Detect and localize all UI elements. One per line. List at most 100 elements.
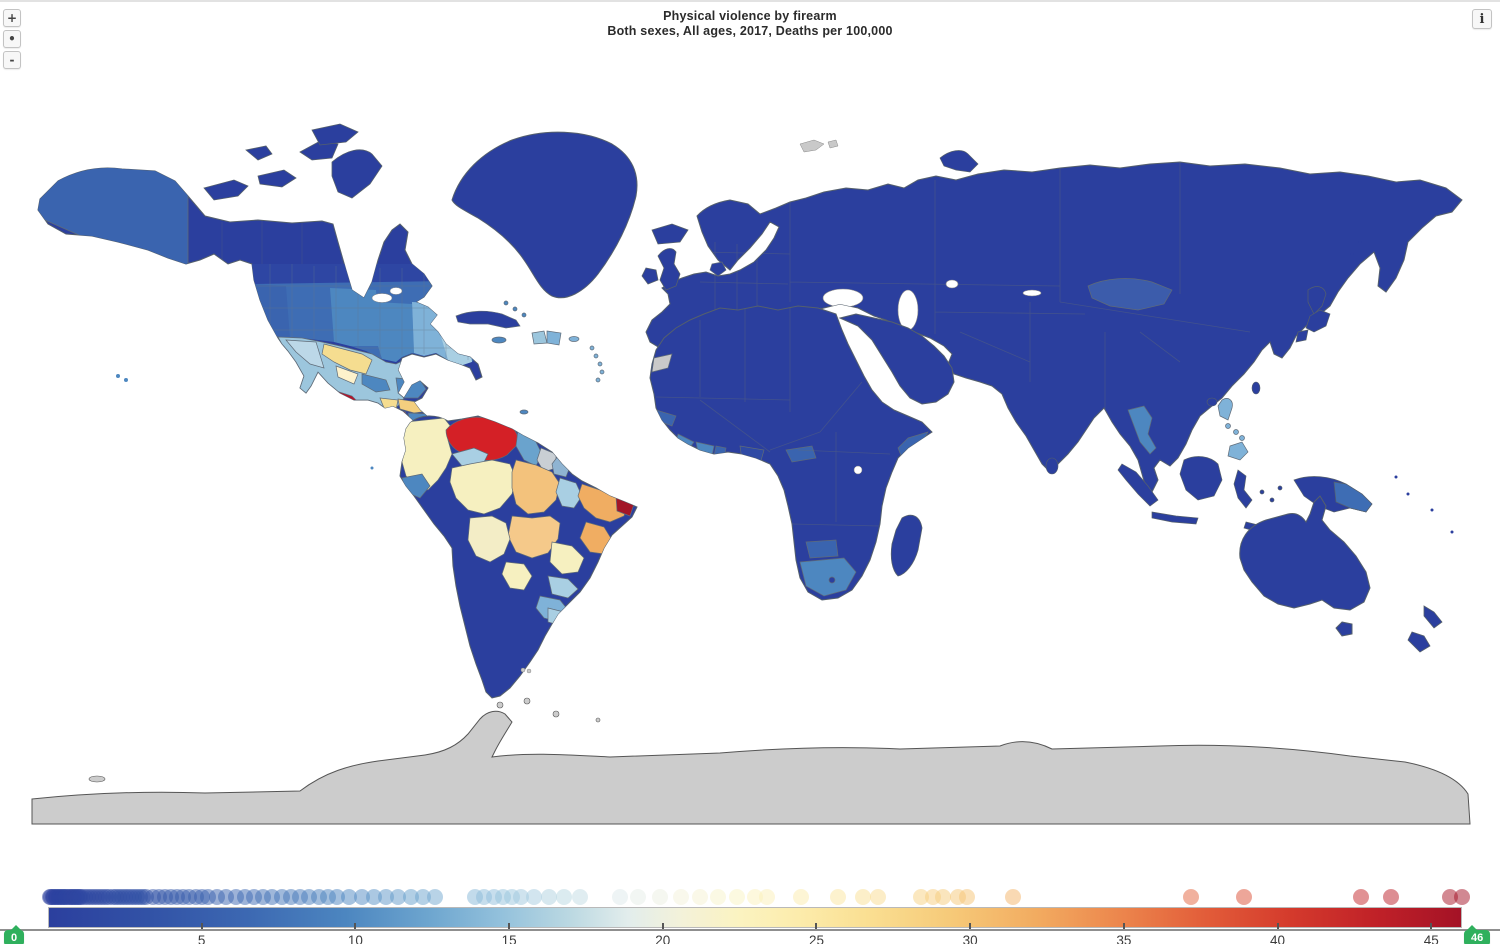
axis-tick-label: 30	[962, 933, 978, 944]
distribution-dot[interactable]	[1454, 889, 1470, 905]
distribution-dot[interactable]	[513, 889, 530, 905]
region-denmark[interactable]	[709, 261, 727, 277]
axis-tick-mark	[1430, 923, 1433, 929]
region-arabia[interactable]	[838, 313, 955, 405]
distribution-dot[interactable]	[630, 889, 647, 905]
distribution-dot[interactable]	[854, 889, 871, 905]
axis-tick-mark	[969, 923, 972, 929]
region-mongolia[interactable]	[1087, 278, 1173, 311]
region-japan[interactable]	[1295, 286, 1331, 343]
region-hainan[interactable]	[1206, 397, 1218, 407]
distribution-dot[interactable]	[829, 889, 846, 905]
region-antarctica[interactable]	[31, 697, 1471, 825]
region-new-guinea[interactable]	[1293, 476, 1373, 513]
axis-tick-label: 25	[808, 933, 824, 944]
distribution-dot[interactable]	[427, 889, 444, 905]
region-indonesia[interactable]	[1117, 456, 1283, 533]
distribution-dot[interactable]	[341, 889, 358, 905]
distribution-dot[interactable]	[1235, 889, 1252, 905]
distribution-dot[interactable]	[912, 889, 929, 905]
zoom-in-button[interactable]: +	[3, 9, 21, 27]
region-north-america[interactable]	[30, 123, 516, 444]
info-button[interactable]: i	[1472, 9, 1492, 29]
zoom-out-button[interactable]: -	[3, 51, 21, 69]
region-taiwan[interactable]	[1251, 381, 1261, 395]
distribution-dot[interactable]	[1183, 889, 1200, 905]
region-mexico[interactable]	[277, 336, 405, 409]
legend-max-badge[interactable]: 46	[1464, 925, 1491, 944]
legend-max-pointer	[1467, 925, 1477, 930]
distribution-dot[interactable]	[571, 889, 588, 905]
region-iceland[interactable]	[651, 223, 689, 245]
distribution-dot[interactable]	[959, 889, 976, 905]
distribution-dot[interactable]	[728, 889, 745, 905]
distribution-dot[interactable]	[869, 889, 886, 905]
axis-tick-mark	[661, 923, 664, 929]
region-thailand[interactable]	[1127, 405, 1157, 455]
distribution-dot[interactable]	[541, 889, 558, 905]
region-pacific-islands[interactable]	[1350, 240, 1454, 534]
distribution-dot[interactable]	[1352, 889, 1369, 905]
axis-tick-label: 20	[655, 933, 671, 944]
distribution-dot[interactable]	[402, 889, 419, 905]
axis-tick-label: 5	[197, 933, 206, 944]
region-sri-lanka[interactable]	[1045, 457, 1059, 475]
distribution-dot[interactable]	[747, 889, 763, 905]
axis-tick-label: 35	[1116, 933, 1132, 944]
region-madagascar[interactable]	[890, 514, 923, 577]
axis-tick-mark	[1122, 923, 1125, 929]
distribution-dot[interactable]	[525, 889, 542, 905]
region-south-america[interactable]	[399, 415, 638, 699]
region-greenland[interactable]	[451, 131, 638, 299]
legend-min-badge[interactable]: 0	[4, 925, 25, 944]
distribution-dot[interactable]	[1441, 889, 1458, 905]
distribution-dot[interactable]	[691, 889, 708, 905]
map-title: Physical violence by firearm	[663, 9, 837, 23]
region-philippines[interactable]	[1217, 398, 1249, 461]
region-africa[interactable]	[649, 305, 955, 601]
axis-tick-label: 15	[501, 933, 517, 944]
legend-axis-line	[0, 929, 1500, 931]
distribution-dot[interactable]	[390, 889, 407, 905]
distribution-dot[interactable]	[1383, 889, 1400, 905]
region-hawaii[interactable]	[116, 374, 374, 470]
zoom-reset-button[interactable]: •	[3, 30, 21, 48]
distribution-dot[interactable]	[710, 889, 727, 905]
legend-gradient-bar[interactable]	[48, 907, 1462, 928]
region-new-zealand[interactable]	[1407, 605, 1443, 653]
distribution-dot[interactable]	[556, 889, 573, 905]
distribution-dot[interactable]	[328, 889, 345, 905]
distribution-dot[interactable]	[793, 889, 810, 905]
region-falklands[interactable]	[520, 667, 532, 674]
axis-tick-label: 10	[347, 933, 363, 944]
axis-tick-mark	[1276, 923, 1279, 929]
distribution-dot[interactable]	[759, 889, 776, 905]
distribution-dot[interactable]	[353, 889, 370, 905]
region-eurasia[interactable]	[641, 139, 1463, 493]
region-novaya-zemlya[interactable]	[939, 150, 979, 173]
distribution-dot[interactable]	[651, 889, 668, 905]
distribution-dot[interactable]	[415, 889, 432, 905]
region-british-isles[interactable]	[641, 248, 681, 291]
region-venezuela[interactable]	[445, 416, 519, 461]
distribution-dot[interactable]	[673, 889, 690, 905]
distribution-dot[interactable]	[378, 889, 395, 905]
axis-tick-mark	[508, 923, 511, 929]
legend-min-pointer	[11, 925, 22, 930]
region-caribbean[interactable]	[455, 300, 605, 415]
axis-tick-mark	[200, 923, 203, 929]
legend-min-label: 0	[11, 932, 18, 944]
region-svalbard[interactable]	[799, 139, 839, 153]
region-alaska[interactable]	[30, 152, 189, 271]
great-lakes	[371, 287, 403, 303]
distribution-dot[interactable]	[934, 889, 951, 905]
region-arctic-islands[interactable]	[203, 123, 383, 201]
distribution-dot[interactable]	[1005, 889, 1022, 905]
distribution-dot[interactable]	[365, 889, 382, 905]
axis-tick-label: 40	[1270, 933, 1286, 944]
region-australia[interactable]	[1239, 495, 1371, 637]
axis-tick-mark	[815, 923, 818, 929]
distribution-dot[interactable]	[611, 889, 628, 905]
